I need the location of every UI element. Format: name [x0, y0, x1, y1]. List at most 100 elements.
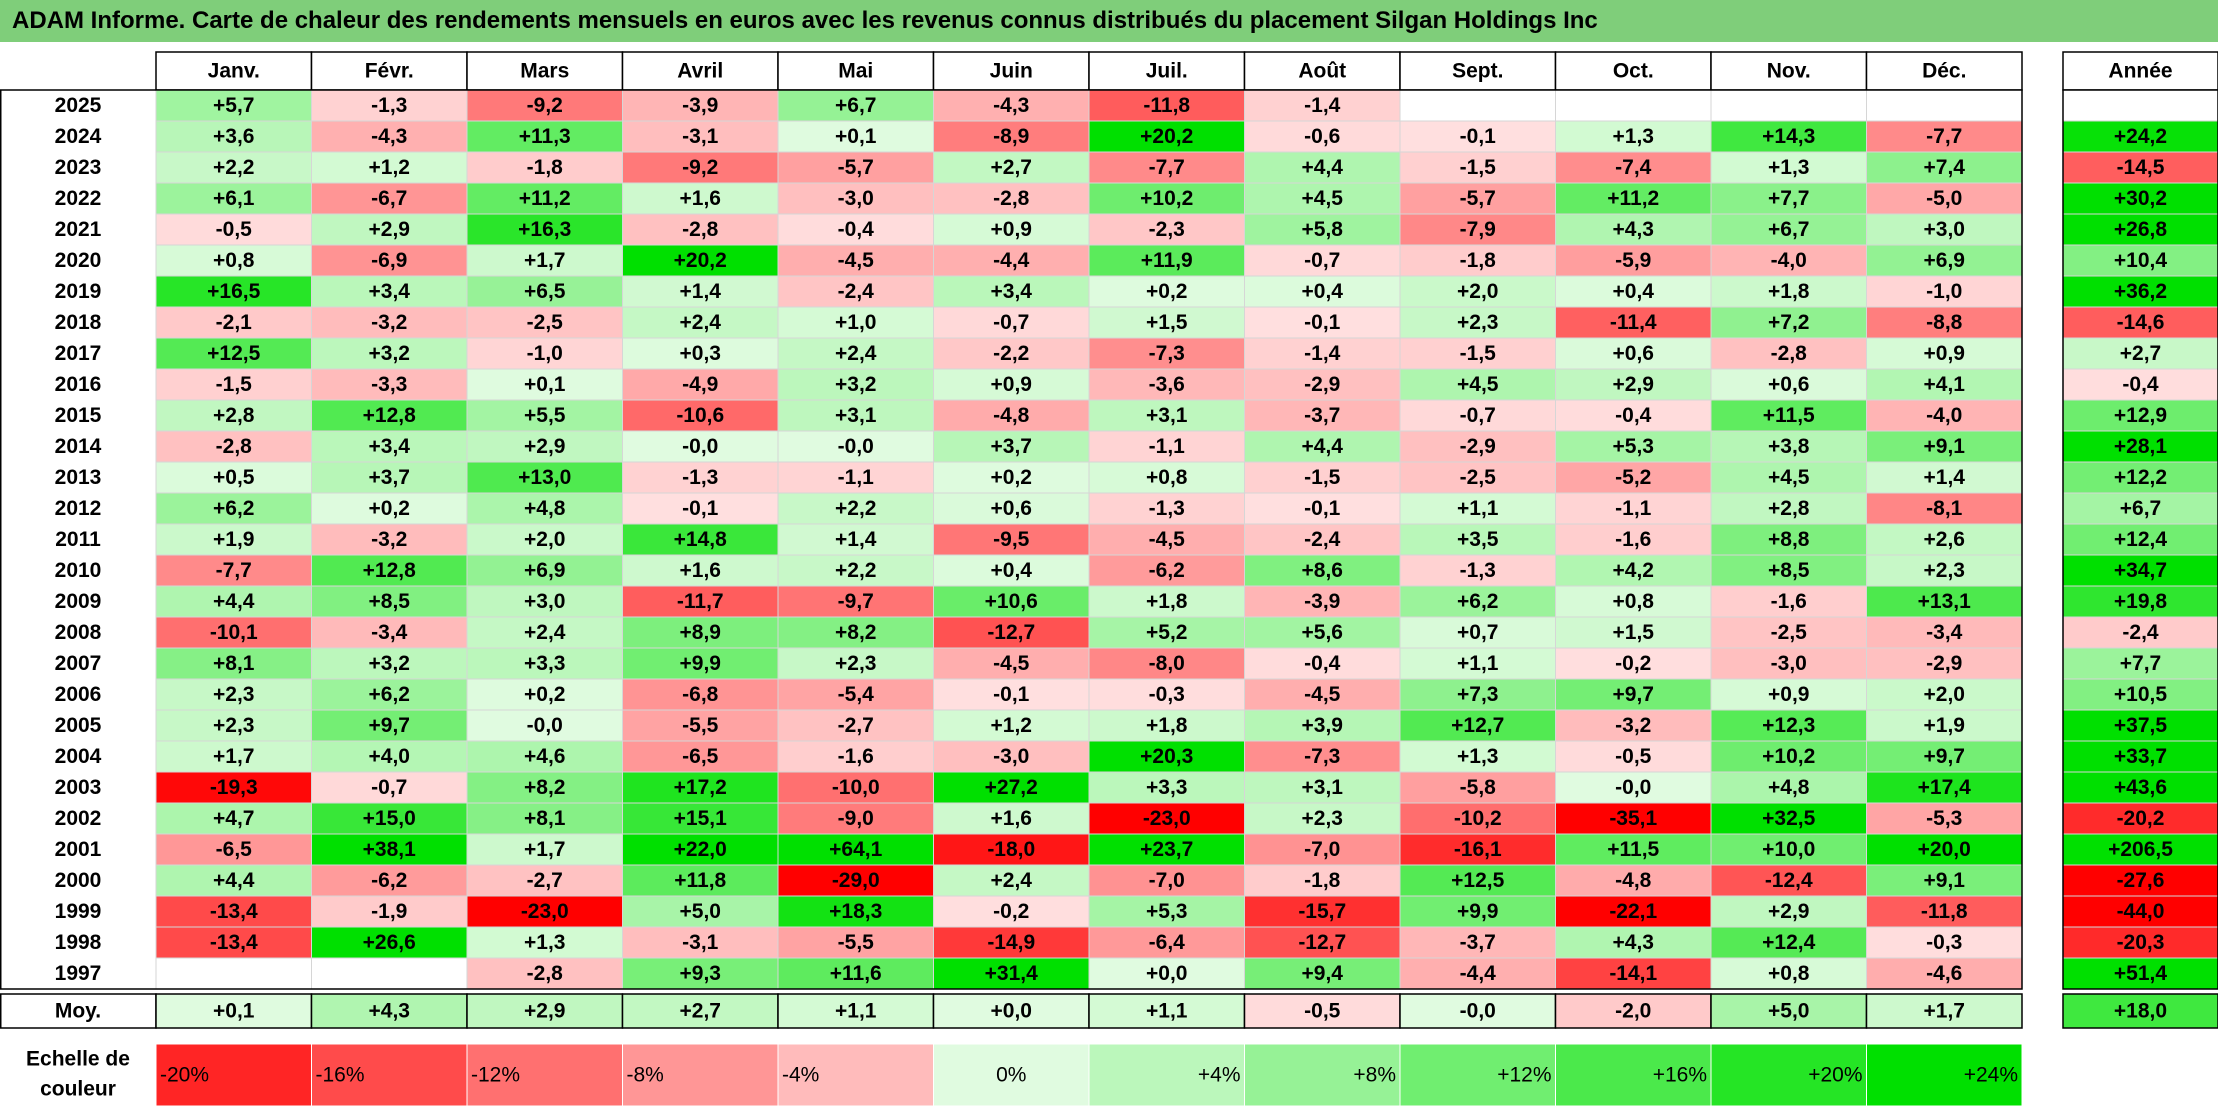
heatmap-cell: [1399, 523, 1556, 556]
heatmap-cell-value: -3,0: [993, 745, 1029, 768]
heatmap-cell-value: -2,9: [1304, 373, 1340, 396]
heatmap-cell: [155, 678, 312, 711]
annual-cell-value: -0,4: [2122, 373, 2159, 396]
heatmap-cell-value: +2,8: [213, 404, 255, 427]
average-cell-value: +1,7: [1924, 1000, 1965, 1023]
heatmap-cell-value: -1,5: [1304, 466, 1341, 489]
heatmap-cell-value: +8,9: [680, 621, 721, 644]
heatmap-cell-value: +31,4: [985, 962, 1038, 985]
row-year-label: 1997: [55, 962, 102, 985]
heatmap-cell: [777, 492, 934, 525]
heatmap-cell-value: +3,5: [1457, 528, 1499, 551]
heatmap-cell-value: +1,1: [1457, 652, 1499, 675]
scale-label-line1: Echelle de: [26, 1048, 130, 1071]
heatmap-cell: [1710, 864, 1867, 897]
row-year-label: 2025: [55, 94, 102, 117]
heatmap-cell: [1866, 864, 2023, 897]
heatmap-cell-value: +3,4: [369, 435, 411, 458]
heatmap-cell: [1088, 182, 1245, 215]
row-year-label: 1999: [55, 900, 102, 923]
heatmap-cell: [1244, 926, 1401, 959]
annual-cell-value: -27,6: [2117, 869, 2165, 892]
heatmap-cell-value: +8,5: [1768, 559, 1810, 582]
heatmap-cell-value: -4,5: [1304, 683, 1341, 706]
row-year-label: 2012: [55, 497, 102, 520]
heatmap-cell-value: +0,8: [1146, 466, 1188, 489]
heatmap-cell: [155, 492, 312, 525]
annual-cell: [2062, 492, 2218, 525]
heatmap-cell: [155, 399, 312, 432]
heatmap-cell-value: -0,0: [1615, 776, 1651, 799]
heatmap-cell-value: -0,2: [1615, 652, 1651, 675]
heatmap-cell-value: -2,3: [1149, 218, 1185, 241]
heatmap-cell-value: -0,0: [527, 714, 563, 737]
heatmap-cell: [311, 802, 468, 835]
heatmap-cell-value: +0,7: [1457, 621, 1498, 644]
heatmap-cell-value: -7,7: [1926, 125, 1962, 148]
row-year-label: 2006: [55, 683, 102, 706]
heatmap-cell: [1244, 647, 1401, 680]
heatmap-cell-value: +11,8: [674, 869, 726, 892]
heatmap-cell: [1710, 337, 1867, 370]
heatmap-cell: [311, 399, 468, 432]
heatmap-cell-value: +13,1: [1918, 590, 1971, 613]
heatmap-cell-value: +6,2: [1457, 590, 1498, 613]
heatmap-cell-value: +1,5: [1146, 311, 1188, 334]
heatmap-cell: [1866, 771, 2023, 804]
heatmap-cell-value: +11,3: [519, 125, 571, 148]
heatmap-cell: [1555, 306, 1712, 339]
heatmap-cell: [1555, 399, 1712, 432]
heatmap-cell: [622, 399, 779, 432]
column-header-cell: [1243, 51, 1401, 91]
heatmap-cell-value: -1,5: [216, 373, 253, 396]
heatmap-cell-value: -5,7: [1460, 187, 1496, 210]
heatmap-cell: [622, 120, 779, 153]
annual-cell: [2062, 275, 2218, 308]
row-year-label: 2023: [55, 156, 102, 179]
heatmap-cell: [777, 647, 934, 680]
heatmap-cell: [1866, 89, 2023, 122]
heatmap-cell: [311, 740, 468, 773]
heatmap-cell-value: -1,3: [682, 466, 718, 489]
heatmap-cell: [466, 461, 623, 494]
annual-cell-value: -20,2: [2117, 807, 2165, 830]
annual-cell-value: +33,7: [2114, 745, 2167, 768]
heatmap-cell: [1555, 833, 1712, 866]
heatmap-cell-value: +6,9: [1924, 249, 1965, 272]
heatmap-cell-value: -3,2: [371, 528, 407, 551]
heatmap-cell-value: +12,8: [363, 559, 416, 582]
heatmap-cell: [311, 554, 468, 587]
scale-swatch: [1088, 1043, 1245, 1106]
heatmap-cell-value: -1,8: [1460, 249, 1497, 272]
heatmap-cell: [1555, 430, 1712, 463]
heatmap-cell-value: +8,1: [524, 807, 566, 830]
heatmap-cell-value: +3,0: [524, 590, 565, 613]
heatmap-cell: [1244, 957, 1401, 990]
heatmap-cell-value: -4,4: [993, 249, 1030, 272]
heatmap-cell-value: -8,1: [1926, 497, 1963, 520]
heatmap-cell-value: +16,3: [518, 218, 571, 241]
heatmap-cell-value: +0,4: [1302, 280, 1344, 303]
heatmap-cell: [311, 244, 468, 277]
heatmap-cell-value: -0,4: [1615, 404, 1652, 427]
heatmap-cell: [1399, 492, 1556, 525]
heatmap-cell-value: +1,4: [1924, 466, 1966, 489]
scale-stop-label: +20%: [1808, 1064, 1862, 1087]
average-cell: [932, 993, 1090, 1029]
annual-cell-value: +6,7: [2120, 497, 2161, 520]
heatmap-cell-value: -0,4: [1304, 652, 1341, 675]
heatmap-cell-value: -2,7: [838, 714, 874, 737]
heatmap-cell: [777, 833, 934, 866]
heatmap-cell: [1710, 368, 1867, 401]
heatmap-cell-value: +1,9: [213, 528, 254, 551]
heatmap-cell: [1866, 275, 2023, 308]
heatmap-cell-value: -1,9: [371, 900, 407, 923]
annual-cell-value: -2,4: [2122, 621, 2159, 644]
heatmap-cell-value: +8,1: [213, 652, 255, 675]
scale-swatch: [155, 1043, 312, 1106]
heatmap-cell-value: +2,4: [524, 621, 566, 644]
scale-swatch: [777, 1043, 934, 1106]
heatmap-cell-value: +22,0: [674, 838, 727, 861]
heatmap-cell-value: +3,2: [369, 342, 410, 365]
heatmap-cell: [1244, 523, 1401, 556]
